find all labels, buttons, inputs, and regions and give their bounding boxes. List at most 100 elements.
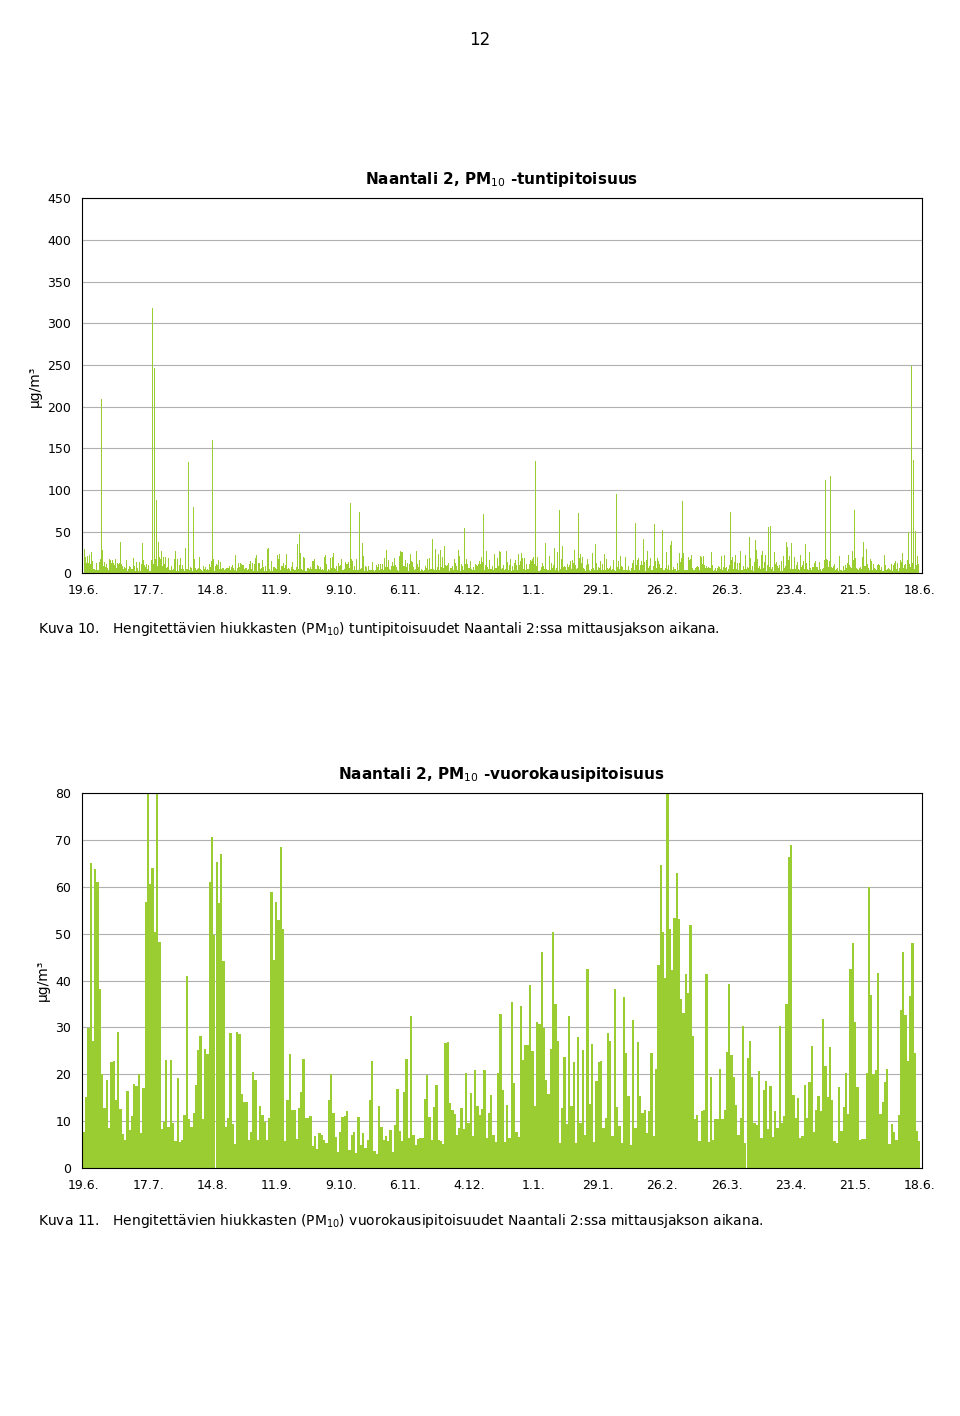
Bar bbox=[529, 986, 531, 1168]
Bar bbox=[536, 1022, 539, 1168]
Bar bbox=[428, 1117, 431, 1168]
Bar bbox=[420, 1138, 421, 1168]
Bar bbox=[547, 1093, 550, 1168]
Bar bbox=[779, 1025, 780, 1168]
Bar bbox=[275, 902, 277, 1168]
Bar bbox=[888, 1144, 891, 1168]
Bar bbox=[392, 1153, 394, 1168]
Bar bbox=[509, 1137, 511, 1168]
Bar bbox=[886, 1069, 888, 1168]
Bar bbox=[749, 1041, 751, 1168]
Bar bbox=[160, 1129, 163, 1168]
Bar bbox=[314, 1136, 316, 1168]
Bar bbox=[671, 970, 673, 1168]
Bar bbox=[348, 1150, 350, 1168]
Bar bbox=[795, 1119, 797, 1168]
Bar bbox=[845, 1073, 848, 1168]
Bar bbox=[689, 926, 691, 1168]
Bar bbox=[236, 1031, 238, 1168]
Bar bbox=[378, 1106, 380, 1168]
Bar bbox=[914, 1054, 916, 1168]
Bar bbox=[248, 1140, 250, 1168]
Bar bbox=[163, 1121, 165, 1168]
Bar bbox=[522, 1061, 524, 1168]
Bar bbox=[575, 1143, 577, 1168]
Bar bbox=[208, 882, 211, 1168]
Bar bbox=[739, 1117, 742, 1168]
Bar bbox=[486, 1138, 488, 1168]
Bar bbox=[277, 919, 279, 1168]
Bar bbox=[330, 1075, 332, 1168]
Bar bbox=[565, 1124, 568, 1168]
Bar bbox=[731, 1055, 732, 1168]
Bar bbox=[491, 1096, 492, 1168]
Bar bbox=[785, 1004, 788, 1168]
Bar bbox=[600, 1061, 602, 1168]
Bar bbox=[628, 1096, 630, 1168]
Bar bbox=[540, 952, 542, 1168]
Bar bbox=[127, 1090, 129, 1168]
Bar bbox=[181, 1140, 183, 1168]
Bar bbox=[559, 1143, 561, 1168]
Bar bbox=[765, 1080, 767, 1168]
Bar bbox=[373, 1151, 375, 1168]
Bar bbox=[353, 1131, 355, 1168]
Bar bbox=[767, 1129, 769, 1168]
Bar bbox=[653, 1136, 655, 1168]
Bar bbox=[613, 988, 616, 1168]
Bar bbox=[387, 1141, 390, 1168]
Bar bbox=[625, 1054, 628, 1168]
Bar bbox=[516, 1133, 517, 1168]
Bar bbox=[881, 1102, 884, 1168]
Bar bbox=[893, 1133, 896, 1168]
Bar bbox=[312, 1147, 314, 1168]
Bar bbox=[780, 1123, 783, 1168]
Bar bbox=[636, 1042, 639, 1168]
Bar bbox=[818, 1096, 820, 1168]
Bar bbox=[108, 1127, 110, 1168]
Bar bbox=[696, 1114, 699, 1168]
Bar bbox=[360, 1146, 362, 1168]
Bar bbox=[691, 1037, 694, 1168]
Text: Kuva 10.   Hengitettävien hiukkasten (PM$_{10}$) tuntipitoisuudet Naantali 2:ssa: Kuva 10. Hengitettävien hiukkasten (PM$_… bbox=[38, 620, 720, 639]
Bar bbox=[655, 1069, 658, 1168]
Bar bbox=[140, 1133, 142, 1168]
Bar bbox=[754, 1123, 756, 1168]
Bar bbox=[362, 1133, 364, 1168]
Bar bbox=[843, 1107, 845, 1168]
Bar bbox=[584, 1136, 587, 1168]
Bar bbox=[135, 1086, 137, 1168]
Bar bbox=[902, 952, 904, 1168]
Bar bbox=[97, 882, 99, 1168]
Bar bbox=[545, 1080, 547, 1168]
Bar bbox=[145, 902, 147, 1168]
Bar bbox=[479, 1116, 481, 1168]
Bar bbox=[472, 1136, 474, 1168]
Bar bbox=[337, 1153, 339, 1168]
Bar bbox=[742, 1027, 744, 1168]
Bar bbox=[808, 1082, 810, 1168]
Bar bbox=[170, 1059, 172, 1168]
Bar bbox=[398, 1131, 401, 1168]
Bar bbox=[737, 1134, 739, 1168]
Bar bbox=[131, 1116, 133, 1168]
Bar bbox=[831, 1100, 833, 1168]
Bar bbox=[792, 1095, 795, 1168]
Bar bbox=[612, 1136, 613, 1168]
Bar bbox=[683, 1012, 684, 1168]
Bar bbox=[408, 1138, 410, 1168]
Bar bbox=[137, 1073, 140, 1168]
Bar bbox=[774, 1110, 777, 1168]
Bar bbox=[229, 1032, 231, 1168]
Bar bbox=[891, 1124, 893, 1168]
Bar bbox=[804, 1085, 806, 1168]
Bar bbox=[401, 1141, 403, 1168]
Bar bbox=[623, 997, 625, 1168]
Bar bbox=[268, 1117, 271, 1168]
Bar bbox=[539, 1024, 540, 1168]
Bar bbox=[204, 1049, 206, 1168]
Bar bbox=[316, 1150, 319, 1168]
Bar bbox=[570, 1106, 572, 1168]
Bar bbox=[112, 1062, 115, 1168]
Bar bbox=[769, 1086, 772, 1168]
